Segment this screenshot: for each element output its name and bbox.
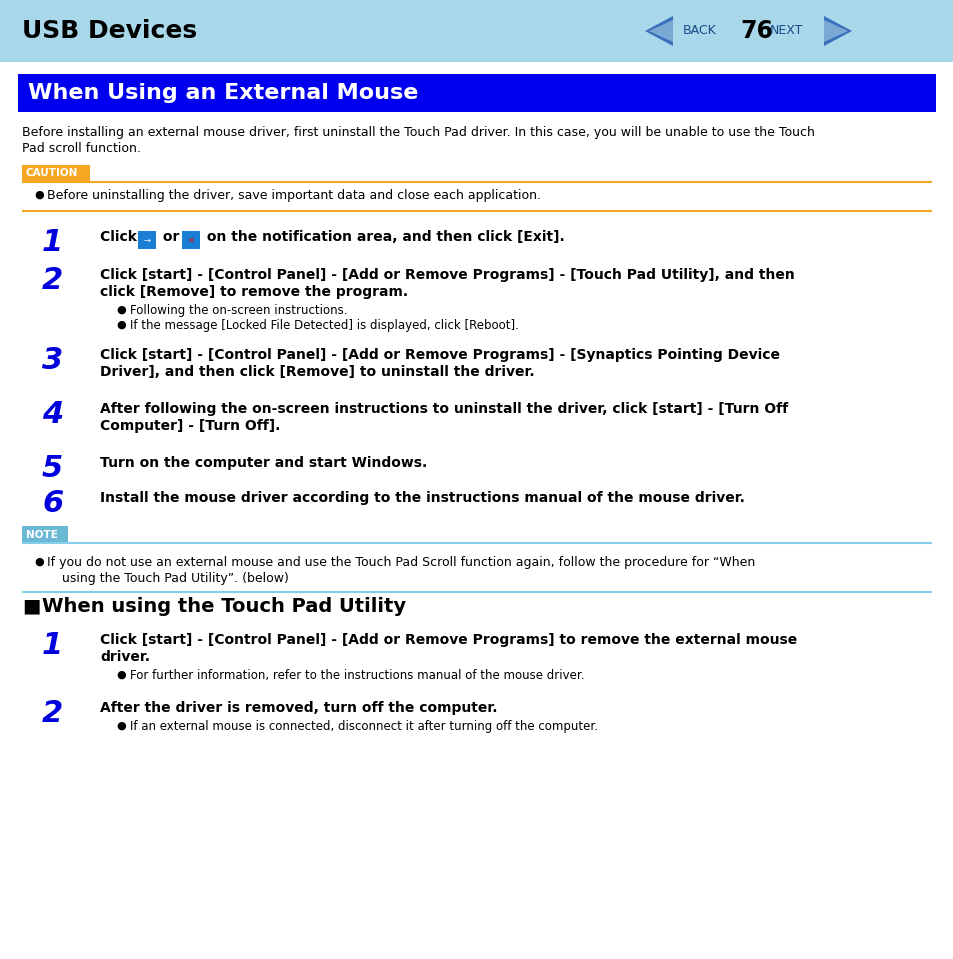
Text: ●: ● bbox=[34, 557, 44, 567]
Text: When using the Touch Pad Utility: When using the Touch Pad Utility bbox=[42, 596, 406, 616]
Text: 4: 4 bbox=[42, 400, 63, 429]
Text: using the Touch Pad Utility”. (below): using the Touch Pad Utility”. (below) bbox=[62, 572, 289, 585]
Text: 1: 1 bbox=[42, 631, 63, 660]
Text: ●: ● bbox=[116, 721, 126, 731]
Text: 3: 3 bbox=[42, 346, 63, 375]
Text: Following the on-screen instructions.: Following the on-screen instructions. bbox=[130, 304, 347, 317]
Text: ●: ● bbox=[116, 670, 126, 680]
Bar bbox=[138, 231, 156, 249]
Text: Driver], and then click [Remove] to uninstall the driver.: Driver], and then click [Remove] to unin… bbox=[100, 365, 534, 379]
Bar bbox=[22, 526, 68, 543]
Text: When Using an External Mouse: When Using an External Mouse bbox=[28, 83, 418, 103]
Text: If an external mouse is connected, disconnect it after turning off the computer.: If an external mouse is connected, disco… bbox=[130, 720, 598, 733]
Polygon shape bbox=[644, 16, 672, 46]
Text: ■: ■ bbox=[22, 596, 40, 616]
Text: click [Remove] to remove the program.: click [Remove] to remove the program. bbox=[100, 285, 408, 299]
Text: Turn on the computer and start Windows.: Turn on the computer and start Windows. bbox=[100, 456, 427, 470]
Text: For further information, refer to the instructions manual of the mouse driver.: For further information, refer to the in… bbox=[130, 669, 584, 682]
Polygon shape bbox=[823, 16, 851, 46]
Polygon shape bbox=[648, 20, 672, 42]
Text: After following the on-screen instructions to uninstall the driver, click [start: After following the on-screen instructio… bbox=[100, 402, 787, 416]
Text: If the message [Locked File Detected] is displayed, click [Reboot].: If the message [Locked File Detected] is… bbox=[130, 319, 518, 332]
Text: Click [start] - [Control Panel] - [Add or Remove Programs] - [Touch Pad Utility]: Click [start] - [Control Panel] - [Add o… bbox=[100, 268, 794, 282]
Text: Pad scroll function.: Pad scroll function. bbox=[22, 142, 141, 155]
Text: Click [start] - [Control Panel] - [Add or Remove Programs] to remove the externa: Click [start] - [Control Panel] - [Add o… bbox=[100, 633, 797, 647]
Text: Before uninstalling the driver, save important data and close each application.: Before uninstalling the driver, save imp… bbox=[47, 189, 540, 201]
Text: driver.: driver. bbox=[100, 650, 150, 664]
Text: BACK: BACK bbox=[682, 25, 716, 37]
Text: on the notification area, and then click [Exit].: on the notification area, and then click… bbox=[202, 230, 564, 244]
Text: 2: 2 bbox=[42, 266, 63, 295]
Text: Install the mouse driver according to the instructions manual of the mouse drive: Install the mouse driver according to th… bbox=[100, 491, 744, 505]
Text: 76: 76 bbox=[740, 19, 772, 43]
Text: After the driver is removed, turn off the computer.: After the driver is removed, turn off th… bbox=[100, 701, 497, 715]
Bar bbox=[182, 231, 200, 249]
Text: USB Devices: USB Devices bbox=[22, 19, 197, 43]
Text: CAUTION: CAUTION bbox=[26, 169, 78, 178]
Text: ✕: ✕ bbox=[188, 236, 194, 245]
Text: NOTE: NOTE bbox=[26, 529, 58, 540]
Text: ●: ● bbox=[34, 190, 44, 200]
Text: If you do not use an external mouse and use the Touch Pad Scroll function again,: If you do not use an external mouse and … bbox=[47, 556, 755, 569]
Text: Before installing an external mouse driver, first uninstall the Touch Pad driver: Before installing an external mouse driv… bbox=[22, 126, 814, 139]
Text: Computer] - [Turn Off].: Computer] - [Turn Off]. bbox=[100, 419, 280, 433]
Text: 5: 5 bbox=[42, 454, 63, 483]
Text: →: → bbox=[143, 236, 151, 245]
Bar bbox=[22, 165, 90, 182]
Polygon shape bbox=[823, 20, 847, 42]
Bar bbox=[0, 0, 953, 62]
Text: or: or bbox=[158, 230, 184, 244]
Text: 6: 6 bbox=[42, 489, 63, 518]
Text: 2: 2 bbox=[42, 699, 63, 728]
Text: ●: ● bbox=[116, 305, 126, 315]
Text: Click: Click bbox=[100, 230, 142, 244]
Text: ●: ● bbox=[116, 320, 126, 330]
Bar bbox=[18, 74, 935, 112]
Text: 1: 1 bbox=[42, 228, 63, 257]
Text: NEXT: NEXT bbox=[769, 25, 802, 37]
Text: Click [start] - [Control Panel] - [Add or Remove Programs] - [Synaptics Pointing: Click [start] - [Control Panel] - [Add o… bbox=[100, 348, 780, 362]
